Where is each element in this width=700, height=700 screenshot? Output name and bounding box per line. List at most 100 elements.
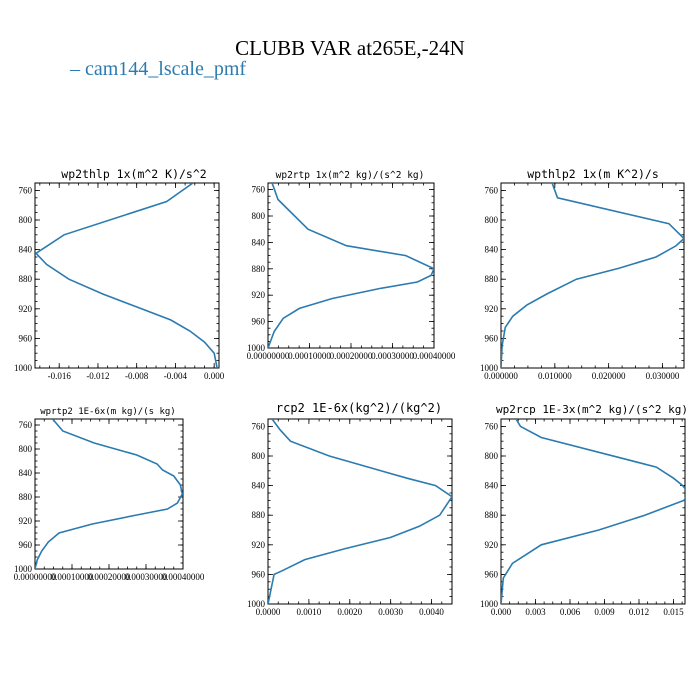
- x-tick-label: -0.004: [164, 371, 188, 381]
- x-tick-label: 0.000000: [484, 371, 518, 381]
- y-tick-label: 960: [485, 333, 499, 343]
- y-tick-label: 1000: [247, 599, 266, 609]
- x-tick-label: 0.0010: [297, 607, 322, 617]
- y-tick-label: 880: [19, 492, 33, 502]
- plot-frame: [500, 418, 686, 605]
- x-tick-label: 0.00040000: [162, 572, 205, 582]
- y-tick-label: 920: [19, 516, 33, 526]
- x-tick-label: 0.00020000: [330, 351, 373, 361]
- plot-frame: [34, 418, 184, 570]
- plot-frame: [267, 418, 453, 605]
- legend-label: cam144_lscale_pmf: [85, 58, 246, 80]
- panel-1: wp2thlp 1x(m^2 K)/s^2 760 800 840 880 920 960 1…: [14, 167, 225, 381]
- y-tick-label: 760: [485, 421, 499, 431]
- y-tick-label: 920: [485, 304, 499, 314]
- series-line: [35, 183, 218, 368]
- y-tick-label: 800: [19, 215, 33, 225]
- x-tick-label: 0.00010000: [288, 351, 331, 361]
- x-tick-label: 0.0000: [256, 607, 281, 617]
- y-tick-label: 800: [252, 451, 266, 461]
- y-tick-label: 760: [252, 421, 266, 431]
- y-tick-label: 1000: [14, 363, 33, 373]
- y-tick-label: 880: [485, 510, 499, 520]
- x-tick-label: -0.016: [48, 371, 72, 381]
- y-tick-label: 800: [19, 444, 33, 454]
- y-tick-label: 760: [19, 185, 33, 195]
- y-tick-label: 880: [485, 274, 499, 284]
- y-tick-label: 960: [19, 333, 33, 343]
- y-tick-label: 880: [252, 264, 266, 274]
- y-tick-label: 1000: [480, 363, 499, 373]
- panel-title: wprtp2 1E-6x(m kg)/(s kg): [40, 407, 175, 417]
- series-line: [35, 419, 183, 569]
- x-tick-label: 0.00030000: [371, 351, 414, 361]
- plot-frame: [500, 182, 685, 369]
- x-tick-label: 0.009: [594, 607, 615, 617]
- panel-title: wp2thlp 1x(m^2 K)/s^2: [61, 167, 206, 181]
- y-tick-label: 920: [252, 290, 266, 300]
- x-tick-label: 0.00000000: [247, 351, 290, 361]
- panel-grid: wp2thlp 1x(m^2 K)/s^2 760 800 840 880 920 960 1…: [14, 167, 688, 617]
- series-line: [501, 419, 685, 604]
- panel-2: wp2rtp 1x(m^2 kg)/(s^2 kg) 760 800 840 880 92…: [247, 170, 456, 361]
- y-tick-label: 1000: [247, 343, 266, 353]
- x-tick-label: 0.00040000: [413, 351, 456, 361]
- x-tick-label: 0.00000000: [14, 572, 57, 582]
- page-title: CLUBB VAR at265E,-24N: [235, 36, 465, 60]
- y-tick-label: 920: [19, 304, 33, 314]
- y-tick-label: 920: [252, 540, 266, 550]
- x-tick-label: 0.00010000: [51, 572, 94, 582]
- panel-4: wprtp2 1E-6x(m kg)/(s kg) 760 800 840 880 920…: [14, 407, 205, 582]
- panel-title: wpthlp2 1x(m K^2)/s: [527, 167, 659, 181]
- y-tick-label: 840: [19, 245, 33, 255]
- y-tick-label: 840: [252, 481, 266, 491]
- legend-dash: –: [69, 58, 85, 80]
- x-tick-label: 0.0040: [419, 607, 444, 617]
- x-tick-label: 0.00020000: [88, 572, 131, 582]
- panel-title: wp2rcp 1E-3x(m^2 kg)/(s^2 kg): [496, 403, 688, 416]
- x-tick-label: 0.000: [491, 607, 512, 617]
- panel-6: wp2rcp 1E-3x(m^2 kg)/(s^2 kg) 760 800 840 88…: [480, 403, 688, 617]
- y-tick-label: 760: [485, 185, 499, 195]
- panel-5: rcp2 1E-6x(kg^2)/(kg^2) 760 800 840 880 920 96…: [247, 401, 453, 617]
- x-tick-label: 0.020000: [592, 371, 626, 381]
- x-tick-label: 0.015: [663, 607, 684, 617]
- y-tick-label: 960: [485, 569, 499, 579]
- y-tick-label: 800: [485, 451, 499, 461]
- y-tick-label: 960: [252, 317, 266, 327]
- x-tick-label: 0.000: [204, 371, 225, 381]
- x-tick-label: 0.010000: [538, 371, 572, 381]
- x-tick-label: 0.003: [525, 607, 546, 617]
- series-line: [501, 183, 684, 368]
- y-tick-label: 840: [19, 468, 33, 478]
- x-tick-label: 0.00030000: [125, 572, 168, 582]
- series-line: [268, 183, 434, 348]
- x-tick-label: -0.012: [86, 371, 109, 381]
- x-tick-label: 0.012: [629, 607, 649, 617]
- panel-title: rcp2 1E-6x(kg^2)/(kg^2): [276, 401, 442, 415]
- y-tick-label: 1000: [14, 564, 33, 574]
- y-tick-label: 800: [252, 211, 266, 221]
- y-tick-label: 760: [19, 420, 33, 430]
- y-tick-label: 840: [485, 481, 499, 491]
- x-tick-label: 0.0030: [378, 607, 403, 617]
- y-tick-label: 840: [252, 237, 266, 247]
- x-tick-label: 0.030000: [646, 371, 680, 381]
- x-tick-label: 0.0020: [337, 607, 362, 617]
- series-line: [268, 419, 452, 604]
- x-tick-label: 0.006: [560, 607, 581, 617]
- y-tick-label: 960: [19, 540, 33, 550]
- y-tick-label: 960: [252, 569, 266, 579]
- panel-title: wp2rtp 1x(m^2 kg)/(s^2 kg): [276, 170, 425, 181]
- y-tick-label: 880: [19, 274, 33, 284]
- y-tick-label: 1000: [480, 599, 499, 609]
- panel-3: wpthlp2 1x(m K^2)/s 760 800 840 880 920 960 100…: [480, 167, 685, 381]
- y-tick-label: 760: [252, 185, 266, 195]
- legend-entry: – cam144_lscale_pmf: [69, 58, 246, 80]
- y-tick-label: 840: [485, 245, 499, 255]
- y-tick-label: 800: [485, 215, 499, 225]
- x-tick-label: -0.008: [125, 371, 149, 381]
- y-tick-label: 920: [485, 540, 499, 550]
- y-tick-label: 880: [252, 510, 266, 520]
